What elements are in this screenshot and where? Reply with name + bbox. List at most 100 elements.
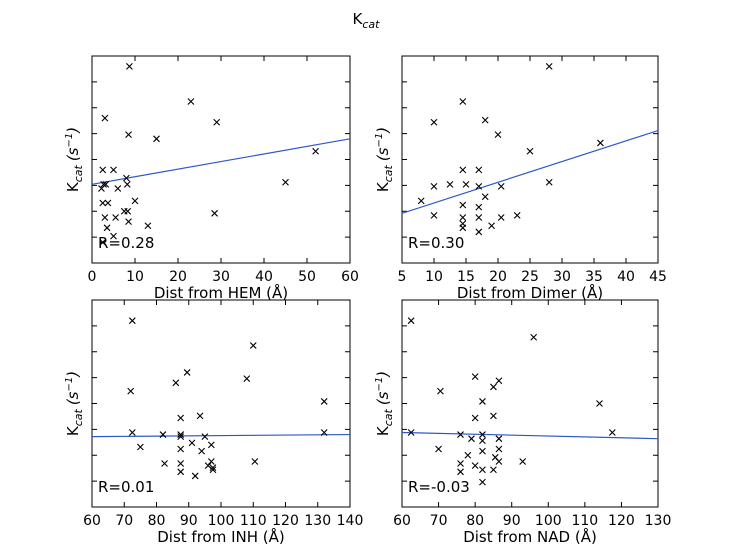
data-point [407,317,415,325]
x-tick-label: 40 [617,269,635,285]
data-point [112,214,120,221]
data-point [211,209,218,217]
x-tick-label: 70 [115,513,133,529]
data-point [114,185,122,192]
y-axis-label-main: K [64,181,82,192]
data-point [99,199,107,207]
data-point [243,375,251,383]
data-point [201,433,209,441]
data-point [177,460,185,467]
x-tick-label: 10 [126,269,144,285]
data-point [479,466,486,474]
data-point [495,377,503,385]
data-point [471,373,479,380]
data-point [131,197,139,205]
data-point [545,178,553,186]
data-point [161,460,168,467]
y-axis-label: Kcat (s−1) [374,127,395,192]
data-point [177,433,185,441]
data-point [488,222,495,230]
data-point [101,114,109,122]
x-tick-label: 40 [255,269,273,285]
y-axis-label-subscript: cat [382,408,395,426]
data-point [128,317,136,325]
data-point [198,447,206,455]
correlation-annotation: R=-0.03 [408,478,470,496]
data-point [98,185,105,192]
data-point [125,218,132,225]
data-point [475,166,483,174]
data-point [153,135,160,143]
data-point [177,445,185,453]
y-axis-label-main: K [374,181,392,192]
data-point [124,207,132,215]
data-point [459,224,467,232]
data-point [479,398,486,405]
data-point [481,116,489,124]
data-point [183,369,191,376]
data-point [457,431,464,438]
data-point [479,437,486,445]
x-tick-label: 70 [430,513,448,529]
data-point [519,458,527,465]
y-axis-label-exponent: −1 [374,133,385,148]
data-point [172,379,180,387]
data-point [320,398,328,405]
data-point [446,180,454,188]
data-point [125,131,132,139]
x-tick-label: 130 [645,513,672,529]
y-axis-label-subscript: cat [72,408,85,426]
x-tick-label: 20 [169,269,187,285]
x-tick-label: 30 [553,269,571,285]
data-point [545,62,553,70]
data-point [207,441,215,449]
correlation-annotation: R=0.30 [408,234,464,252]
data-point [99,166,107,174]
y-axis-label-unit: (s [374,147,392,161]
y-axis-label-close: ) [64,127,82,134]
data-point [191,472,199,480]
x-tick-label: 15 [457,269,475,285]
data-point [144,222,152,230]
data-point [320,429,328,436]
data-point [459,98,467,105]
subplot-4: 60 70 80 90 100 110 120 130 Dist from NAD (Å) Kca… [374,299,672,546]
x-tick-label: 20 [489,269,507,285]
data-point [99,238,107,246]
data-point [407,429,415,436]
data-point [213,118,221,126]
y-axis-label-unit: (s [64,391,82,405]
data-point [530,333,538,341]
data-point [471,462,479,469]
fit-line [92,138,350,185]
data-point [462,180,470,188]
data-point [110,232,117,240]
data-point [464,451,472,459]
y-axis-label: Kcat (s−1) [64,127,85,192]
x-tick-label: 130 [304,513,331,529]
x-tick-label: 10 [425,269,443,285]
data-point [475,183,483,190]
data-point [207,458,215,465]
subplot-2: 5 10 15 20 25 30 35 40 45 Dist from Dimer (Å) Kcat… [374,55,667,302]
data-point [597,139,604,147]
y-axis-label-subscript: cat [72,164,85,182]
x-axis-label: Dist from INH (Å) [157,527,285,546]
data-point [495,458,503,465]
data-point [490,466,497,474]
data-point [435,445,442,453]
data-point [526,147,534,155]
figure-title: Kcat [353,10,381,31]
data-point [497,214,505,221]
data-point [494,131,502,139]
y-axis-label-subscript: cat [382,164,395,182]
y-axis-label-unit: (s [64,147,82,161]
data-point [490,412,497,420]
data-point [110,166,117,174]
data-point [136,443,144,451]
data-point [437,387,444,395]
data-point [101,214,109,221]
y-axis-label-close: ) [374,371,392,378]
subplot-3: 60 70 80 90 100 110 120 130 140 Dist from INH (Å)… [64,299,363,546]
